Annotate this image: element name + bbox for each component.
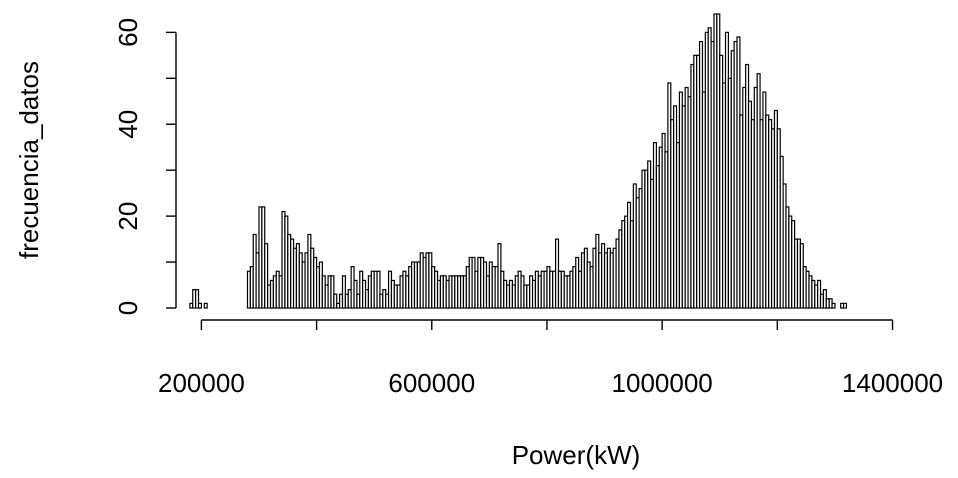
histogram-bar: [842, 302, 848, 309]
x-tick-label: 600000: [388, 368, 475, 398]
x-tick-label: 200000: [158, 368, 245, 398]
histogram-bar: [195, 289, 200, 309]
x-axis-label: Power(kW): [512, 440, 641, 470]
histogram-bar: [376, 270, 381, 309]
y-axis: 0 20 40 60: [113, 18, 177, 315]
y-axis-label: frecuencia_datos: [14, 61, 44, 259]
y-tick-label: 0: [113, 301, 143, 315]
histogram-bar: [264, 243, 269, 309]
histogram-bar: [197, 302, 202, 309]
x-tick-label: 1000000: [612, 368, 713, 398]
histogram-bar: [330, 275, 335, 309]
y-tick-label: 40: [113, 110, 143, 139]
x-ticks: 200000 600000 1000000 1400000: [158, 320, 943, 398]
histogram-bar: [831, 302, 836, 309]
y-tick-label: 20: [113, 202, 143, 231]
y-ticks: 0 20 40 60: [113, 18, 176, 315]
x-axis: 200000 600000 1000000 1400000: [158, 319, 943, 398]
histogram-bar: [203, 302, 208, 309]
y-tick-label: 60: [113, 18, 143, 47]
histogram-bar: [333, 293, 338, 309]
bars-layer: [189, 13, 848, 309]
x-tick-label: 1400000: [842, 368, 943, 398]
histogram-bar: [341, 275, 346, 309]
